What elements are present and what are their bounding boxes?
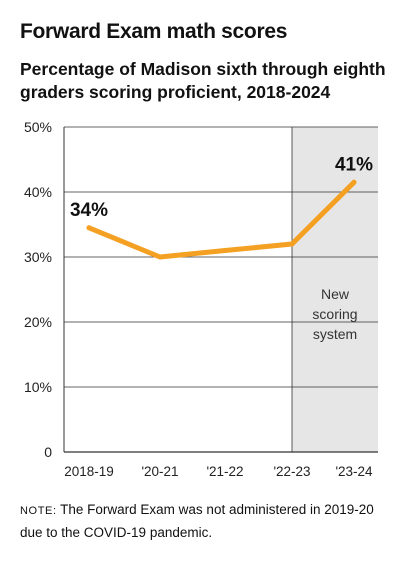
y-tick-label: 0 bbox=[44, 444, 52, 460]
footnote-label: NOTE: bbox=[20, 505, 57, 517]
new-scoring-shade bbox=[292, 127, 378, 452]
x-tick-label: '20-21 bbox=[141, 464, 178, 479]
line-chart: 0 10% 20% 30% 40% 50% New scoring system 2018-19 '… bbox=[24, 119, 378, 479]
chart-subtitle: Percentage of Madison sixth through eigh… bbox=[20, 59, 386, 102]
shaded-region-label: New bbox=[321, 286, 350, 302]
x-tick-label: '23-24 bbox=[335, 464, 373, 479]
x-tick-label: 2018-19 bbox=[64, 464, 114, 479]
data-label: 41% bbox=[335, 154, 373, 175]
y-tick-label: 50% bbox=[24, 119, 52, 135]
data-point bbox=[289, 241, 295, 247]
y-tick-label: 20% bbox=[24, 314, 52, 330]
shaded-region-label: scoring bbox=[312, 306, 357, 322]
data-point bbox=[157, 254, 163, 260]
data-point bbox=[222, 248, 228, 253]
data-point bbox=[86, 225, 92, 231]
data-point bbox=[351, 179, 357, 185]
y-tick-label: 10% bbox=[24, 379, 52, 395]
x-tick-label: '21-22 bbox=[206, 464, 243, 479]
y-tick-label: 40% bbox=[24, 184, 52, 200]
x-tick-label: '22-23 bbox=[273, 464, 310, 479]
y-tick-label: 30% bbox=[24, 249, 52, 265]
shaded-region-label: system bbox=[313, 326, 357, 342]
chart-title: Forward Exam math scores bbox=[20, 20, 288, 43]
data-label: 34% bbox=[70, 200, 108, 221]
footnote-text: The Forward Exam was not administered in… bbox=[20, 502, 374, 540]
footnote: NOTE: The Forward Exam was not administe… bbox=[20, 499, 385, 543]
